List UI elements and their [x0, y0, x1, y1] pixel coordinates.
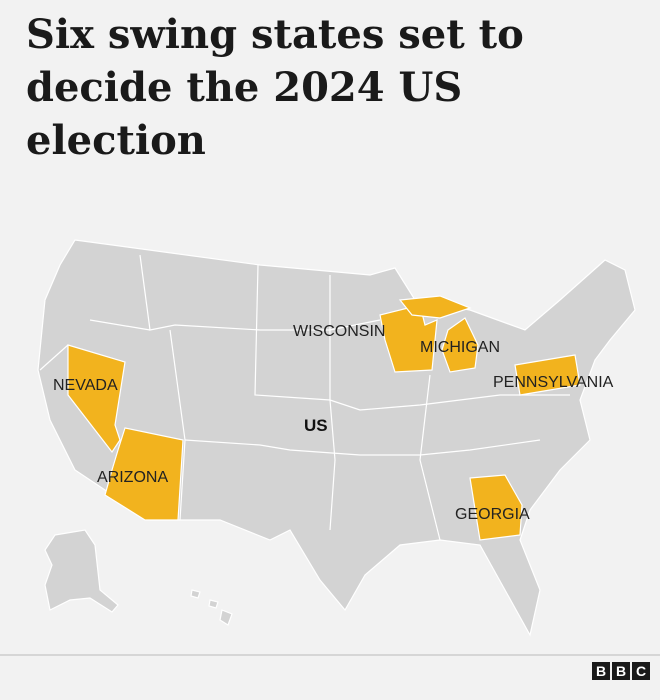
logo-box: [592, 662, 610, 680]
michigan: [441, 317, 479, 373]
headline: Six swing states set to decide the 2024 …: [26, 11, 524, 164]
state-label: WISCONSIN: [293, 323, 385, 340]
logo-letter: C: [636, 663, 646, 679]
alaska: [44, 529, 119, 613]
logo-box: [612, 662, 630, 680]
michigan-upper: [398, 295, 472, 319]
logo-box: [632, 662, 650, 680]
pennsylvania: [514, 354, 581, 396]
nevada: [67, 344, 126, 454]
state-borders: [39, 254, 570, 541]
georgia: [469, 474, 523, 541]
state-label: MICHIGAN: [420, 339, 500, 356]
country-label: US: [304, 416, 328, 435]
hawaii: [219, 609, 233, 626]
hawaii: [190, 589, 201, 599]
state-label: NEVADA: [53, 377, 118, 394]
logo-letter: B: [596, 663, 606, 679]
state-label: ARIZONA: [97, 469, 168, 486]
bbc-logo: B B C: [592, 662, 650, 680]
arizona: [104, 427, 184, 521]
hawaii: [208, 599, 219, 609]
logo-letter: B: [616, 663, 626, 679]
state-label: GEORGIA: [455, 506, 530, 523]
state-label: PENNSYLVANIA: [493, 374, 614, 391]
